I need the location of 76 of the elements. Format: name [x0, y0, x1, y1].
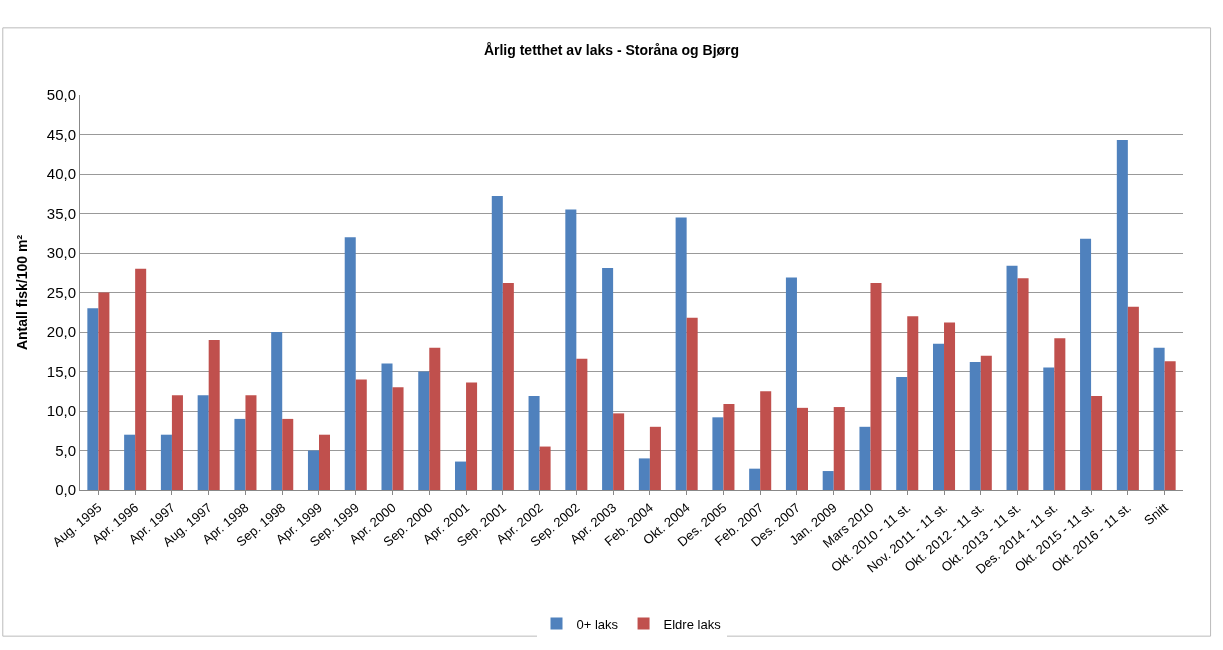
- bar: [491, 196, 503, 490]
- bar: [381, 363, 393, 490]
- bar: [282, 418, 294, 490]
- bar: [833, 407, 845, 490]
- bar: [234, 418, 246, 490]
- bar: [1091, 395, 1103, 490]
- legend-label: 0+ laks: [576, 616, 619, 632]
- bar: [712, 417, 724, 490]
- bar: [1127, 306, 1139, 490]
- bar: [135, 268, 147, 490]
- bar: [785, 277, 797, 490]
- bar: [859, 426, 871, 490]
- bar: [528, 395, 540, 490]
- y-tick-label: 20,0: [46, 323, 76, 341]
- bar: [638, 458, 650, 490]
- bar: [1164, 361, 1176, 490]
- y-tick-label: 25,0: [46, 283, 76, 301]
- bar: [1006, 265, 1018, 490]
- bar: [723, 403, 735, 490]
- bar: [649, 426, 661, 490]
- y-tick-label: 10,0: [46, 402, 76, 420]
- bar: [124, 434, 136, 490]
- bar: [896, 377, 908, 490]
- y-tick-label: 15,0: [46, 362, 76, 380]
- bar: [613, 413, 625, 490]
- bar: [1043, 367, 1055, 490]
- y-axis-title: Antall fisk/100 m²: [14, 234, 31, 351]
- y-tick-label: 40,0: [46, 165, 76, 183]
- bar: [429, 347, 441, 490]
- bar: [1080, 238, 1092, 490]
- bar: [870, 283, 882, 490]
- bar: [760, 391, 772, 490]
- bar: [907, 316, 919, 490]
- bar: [197, 395, 209, 490]
- bar: [87, 308, 99, 490]
- bar: [344, 237, 356, 490]
- bar: [1116, 140, 1128, 490]
- bar: [675, 217, 687, 490]
- bar: [602, 268, 614, 490]
- legend-label: Eldre laks: [663, 616, 722, 632]
- bar: [576, 358, 588, 490]
- bar: [455, 461, 467, 490]
- bar: [932, 343, 945, 490]
- bar: [271, 332, 283, 490]
- bar: [1153, 347, 1165, 490]
- bar: [1017, 278, 1029, 490]
- bar: [822, 471, 834, 490]
- bar: [318, 434, 331, 490]
- bar: [980, 355, 992, 490]
- y-tick-label: 45,0: [46, 125, 76, 143]
- bar: [245, 395, 257, 490]
- bar: [502, 283, 514, 490]
- bar: [392, 387, 404, 490]
- bar: [749, 468, 761, 490]
- y-tick-label: 35,0: [46, 204, 76, 222]
- y-tick-label: 0,0: [55, 481, 76, 499]
- bar: [1054, 338, 1066, 490]
- bar: [171, 395, 183, 490]
- bar: [160, 434, 172, 490]
- bar: [466, 382, 478, 490]
- bar: [355, 379, 367, 490]
- x-tick-label: Snitt: [1141, 499, 1172, 529]
- bar: [686, 317, 698, 490]
- bar: [307, 450, 319, 490]
- bar: [208, 339, 220, 490]
- bar: [796, 407, 808, 490]
- y-tick-label: 5,0: [55, 441, 76, 459]
- bar: [565, 209, 577, 490]
- chart-title: Årlig tetthet av laks - Storåna og Bjørg: [483, 42, 740, 59]
- bar: [418, 371, 430, 490]
- y-tick-label: 50,0: [46, 86, 76, 104]
- bar: [969, 362, 981, 490]
- bar: [98, 292, 110, 490]
- bar: [539, 446, 551, 490]
- bar: [944, 322, 956, 490]
- y-tick-label: 30,0: [46, 244, 76, 262]
